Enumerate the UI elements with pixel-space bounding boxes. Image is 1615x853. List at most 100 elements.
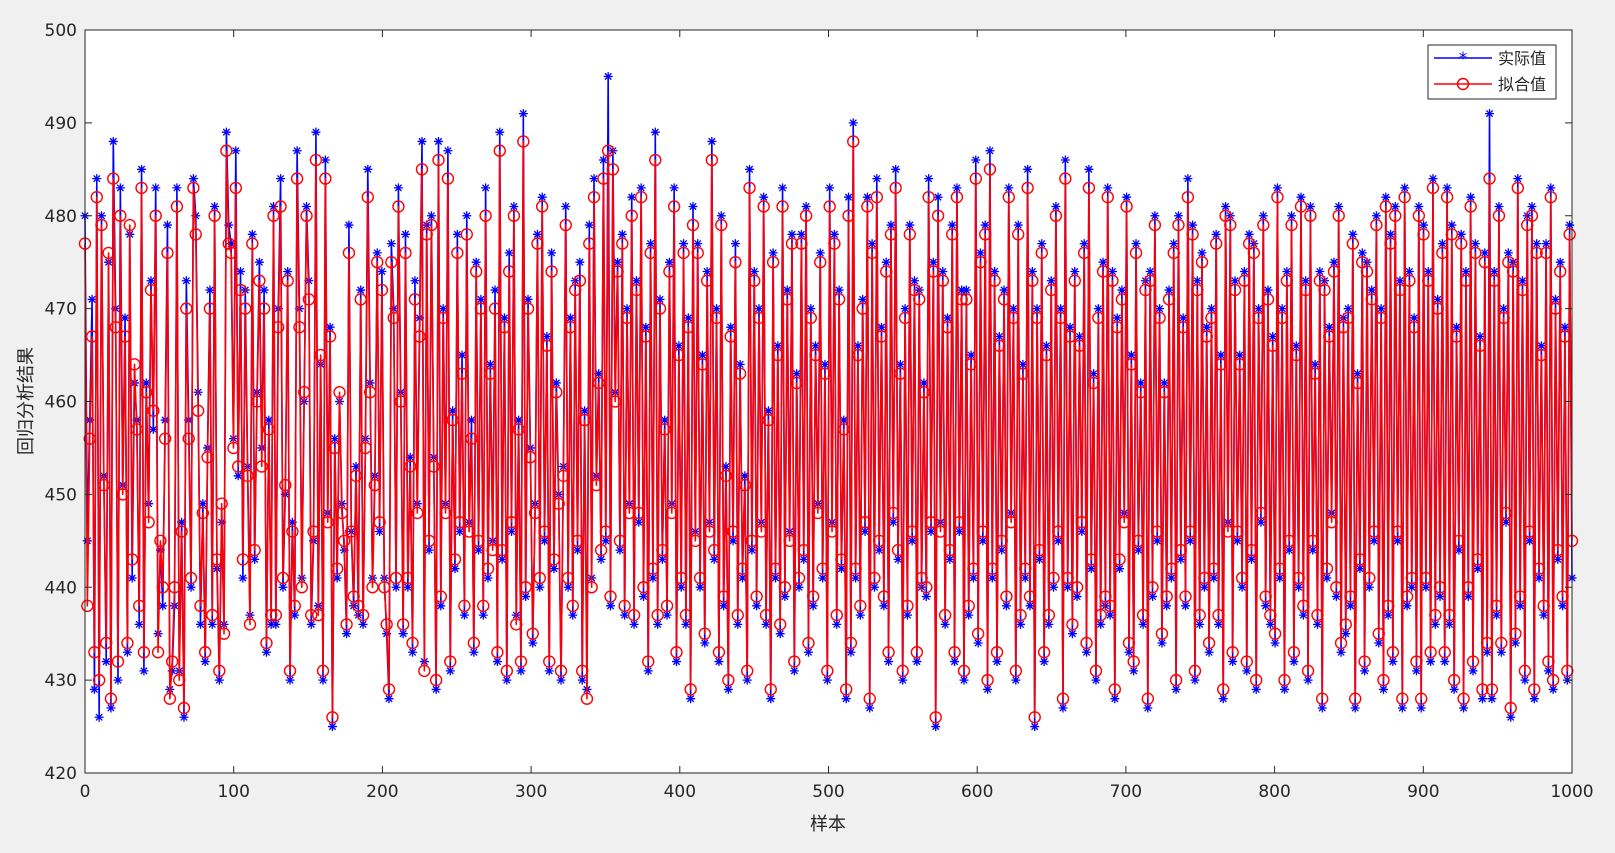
data-point-fitted bbox=[745, 534, 759, 548]
data-point-actual bbox=[778, 183, 788, 193]
data-point-actual bbox=[236, 266, 246, 276]
data-point-fitted bbox=[1158, 386, 1171, 399]
data-point-actual bbox=[1404, 266, 1414, 276]
data-point-actual bbox=[664, 257, 674, 267]
data-point-fitted bbox=[710, 311, 723, 325]
data-point-actual bbox=[1301, 276, 1311, 286]
data-point-actual bbox=[902, 610, 912, 620]
data-point-fitted bbox=[505, 516, 518, 529]
data-point-fitted bbox=[1299, 283, 1312, 297]
data-point-fitted bbox=[1240, 655, 1253, 668]
data-point-fitted bbox=[510, 618, 523, 631]
data-point-fitted bbox=[1443, 608, 1456, 622]
data-point-actual bbox=[657, 554, 667, 564]
data-point-actual bbox=[931, 722, 941, 732]
data-point-actual bbox=[874, 545, 884, 555]
data-point-fitted bbox=[184, 571, 198, 585]
data-point-actual bbox=[1390, 201, 1400, 211]
data-point-actual bbox=[1206, 304, 1216, 314]
data-point-actual bbox=[1294, 582, 1304, 592]
data-point-fitted bbox=[1021, 181, 1034, 195]
data-point-actual bbox=[928, 257, 938, 267]
data-point-fitted bbox=[776, 200, 789, 213]
data-point-fitted bbox=[1436, 246, 1449, 260]
data-point-fitted bbox=[208, 209, 221, 222]
data-point-actual bbox=[1520, 675, 1530, 685]
data-point-fitted bbox=[290, 172, 304, 185]
data-point-fitted bbox=[444, 655, 457, 668]
data-point-actual bbox=[1338, 313, 1348, 323]
data-point-fitted bbox=[663, 265, 676, 278]
y-tick-label: 430 bbox=[45, 671, 77, 691]
data-point-fitted bbox=[1228, 283, 1242, 297]
data-point-fitted bbox=[938, 608, 952, 622]
data-point-fitted bbox=[140, 386, 153, 399]
data-point-fitted bbox=[460, 228, 473, 241]
data-point-fitted bbox=[170, 200, 184, 213]
data-point-fitted bbox=[1537, 599, 1550, 613]
data-point-fitted bbox=[1044, 283, 1058, 297]
data-point-fitted bbox=[653, 302, 667, 315]
data-point-fitted bbox=[1127, 655, 1140, 668]
data-point-fitted bbox=[851, 348, 865, 362]
data-point-actual bbox=[450, 564, 460, 574]
data-point-fitted bbox=[1417, 228, 1430, 241]
data-point-actual bbox=[801, 201, 811, 211]
data-point-fitted bbox=[441, 172, 455, 185]
data-point-fitted bbox=[616, 237, 629, 250]
data-point-fitted bbox=[1198, 571, 1211, 585]
data-point-fitted bbox=[1431, 302, 1444, 315]
data-point-actual bbox=[1001, 601, 1011, 611]
data-point-actual bbox=[1308, 545, 1318, 555]
data-point-actual bbox=[127, 573, 137, 583]
data-point-actual bbox=[1343, 304, 1353, 314]
data-point-fitted bbox=[686, 218, 700, 232]
data-point-actual bbox=[344, 220, 354, 230]
data-point-fitted bbox=[931, 209, 945, 222]
data-point-actual bbox=[551, 378, 561, 388]
data-point-fitted bbox=[731, 608, 744, 622]
data-point-actual bbox=[240, 285, 250, 295]
data-point-fitted bbox=[396, 618, 410, 631]
data-point-fitted bbox=[847, 135, 860, 148]
data-point-fitted bbox=[488, 302, 502, 315]
data-point-actual bbox=[1239, 266, 1249, 276]
data-point-actual bbox=[639, 592, 649, 602]
data-point-actual bbox=[516, 666, 526, 676]
data-point-actual bbox=[1501, 517, 1511, 527]
data-point-actual bbox=[356, 285, 366, 295]
data-point-fitted bbox=[974, 255, 987, 269]
data-point-fitted bbox=[1381, 599, 1395, 613]
data-point-actual bbox=[1235, 350, 1245, 360]
data-point-fitted bbox=[689, 534, 702, 548]
data-point-actual bbox=[752, 601, 762, 611]
data-point-fitted bbox=[1172, 218, 1185, 232]
data-point-actual bbox=[1383, 610, 1393, 620]
data-point-fitted bbox=[102, 246, 115, 260]
data-point-actual bbox=[87, 294, 97, 304]
data-point-actual bbox=[266, 619, 276, 629]
data-point-fitted bbox=[531, 237, 544, 250]
data-point-fitted bbox=[342, 246, 356, 260]
data-point-actual bbox=[858, 294, 868, 304]
data-point-actual bbox=[855, 610, 865, 620]
data-point-actual bbox=[676, 582, 686, 592]
data-point-fitted bbox=[1028, 711, 1041, 724]
data-point-fitted bbox=[359, 441, 372, 455]
data-point-fitted bbox=[305, 608, 318, 622]
data-point-fitted bbox=[1426, 181, 1440, 195]
data-point-fitted bbox=[1266, 339, 1279, 352]
data-point-fitted bbox=[960, 293, 973, 306]
data-point-actual bbox=[1553, 554, 1563, 564]
data-point-fitted bbox=[411, 506, 424, 520]
data-point-actual bbox=[815, 248, 825, 258]
data-point-fitted bbox=[903, 228, 916, 241]
data-point-fitted bbox=[1389, 209, 1402, 222]
data-point-actual bbox=[393, 183, 403, 193]
data-point-actual bbox=[702, 266, 712, 276]
data-point-fitted bbox=[599, 525, 612, 538]
data-point-actual bbox=[1230, 276, 1240, 286]
data-point-fitted bbox=[1400, 590, 1414, 603]
data-point-actual bbox=[631, 276, 641, 286]
